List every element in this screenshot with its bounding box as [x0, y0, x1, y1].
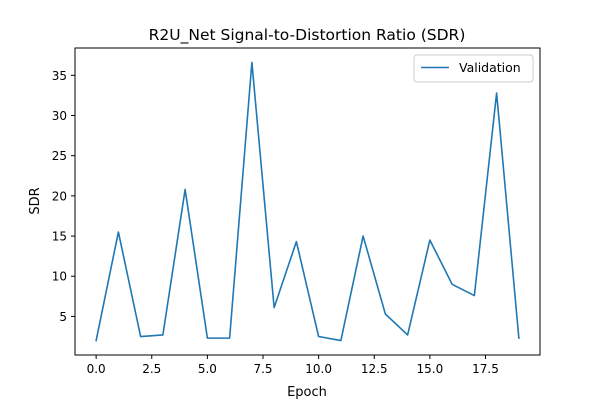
- x-tick-label: 7.5: [253, 362, 272, 376]
- y-tick-label: 15: [52, 230, 67, 244]
- y-axis-ticks: 5 10 15 20 25 30 35: [52, 69, 75, 324]
- x-tick-label: 10.0: [305, 362, 332, 376]
- x-tick-label: 2.5: [142, 362, 161, 376]
- y-axis-label: SDR: [28, 187, 43, 214]
- y-tick-label: 20: [52, 189, 67, 203]
- legend-box: [413, 54, 534, 83]
- x-tick-label: 0.0: [87, 362, 106, 376]
- plot-background: [75, 48, 540, 355]
- y-tick-label: 35: [52, 69, 67, 83]
- x-axis-label: Epoch: [287, 385, 327, 400]
- x-tick-label: 12.5: [361, 362, 388, 376]
- series-line-validation: [95, 61, 520, 342]
- legend-label-validation: Validation: [459, 60, 521, 75]
- x-tick-label: 17.5: [472, 362, 499, 376]
- y-tick-label: 30: [52, 109, 67, 123]
- x-tick-label: 15.0: [417, 362, 444, 376]
- legend: Validation: [413, 54, 534, 83]
- y-tick-label: 5: [59, 310, 67, 324]
- plot-area: [75, 48, 540, 355]
- chart-title: R2U_Net Signal-to-Distortion Ratio (SDR): [149, 26, 466, 45]
- x-axis-ticks: 0.0 2.5 5.0 7.5 10.0 12.5 15.0 17.5: [87, 355, 499, 376]
- y-tick-label: 25: [52, 149, 67, 163]
- y-tick-label: 10: [52, 270, 67, 284]
- x-tick-label: 5.0: [198, 362, 217, 376]
- series-layer: [95, 61, 520, 342]
- plot-frame: [74, 47, 541, 356]
